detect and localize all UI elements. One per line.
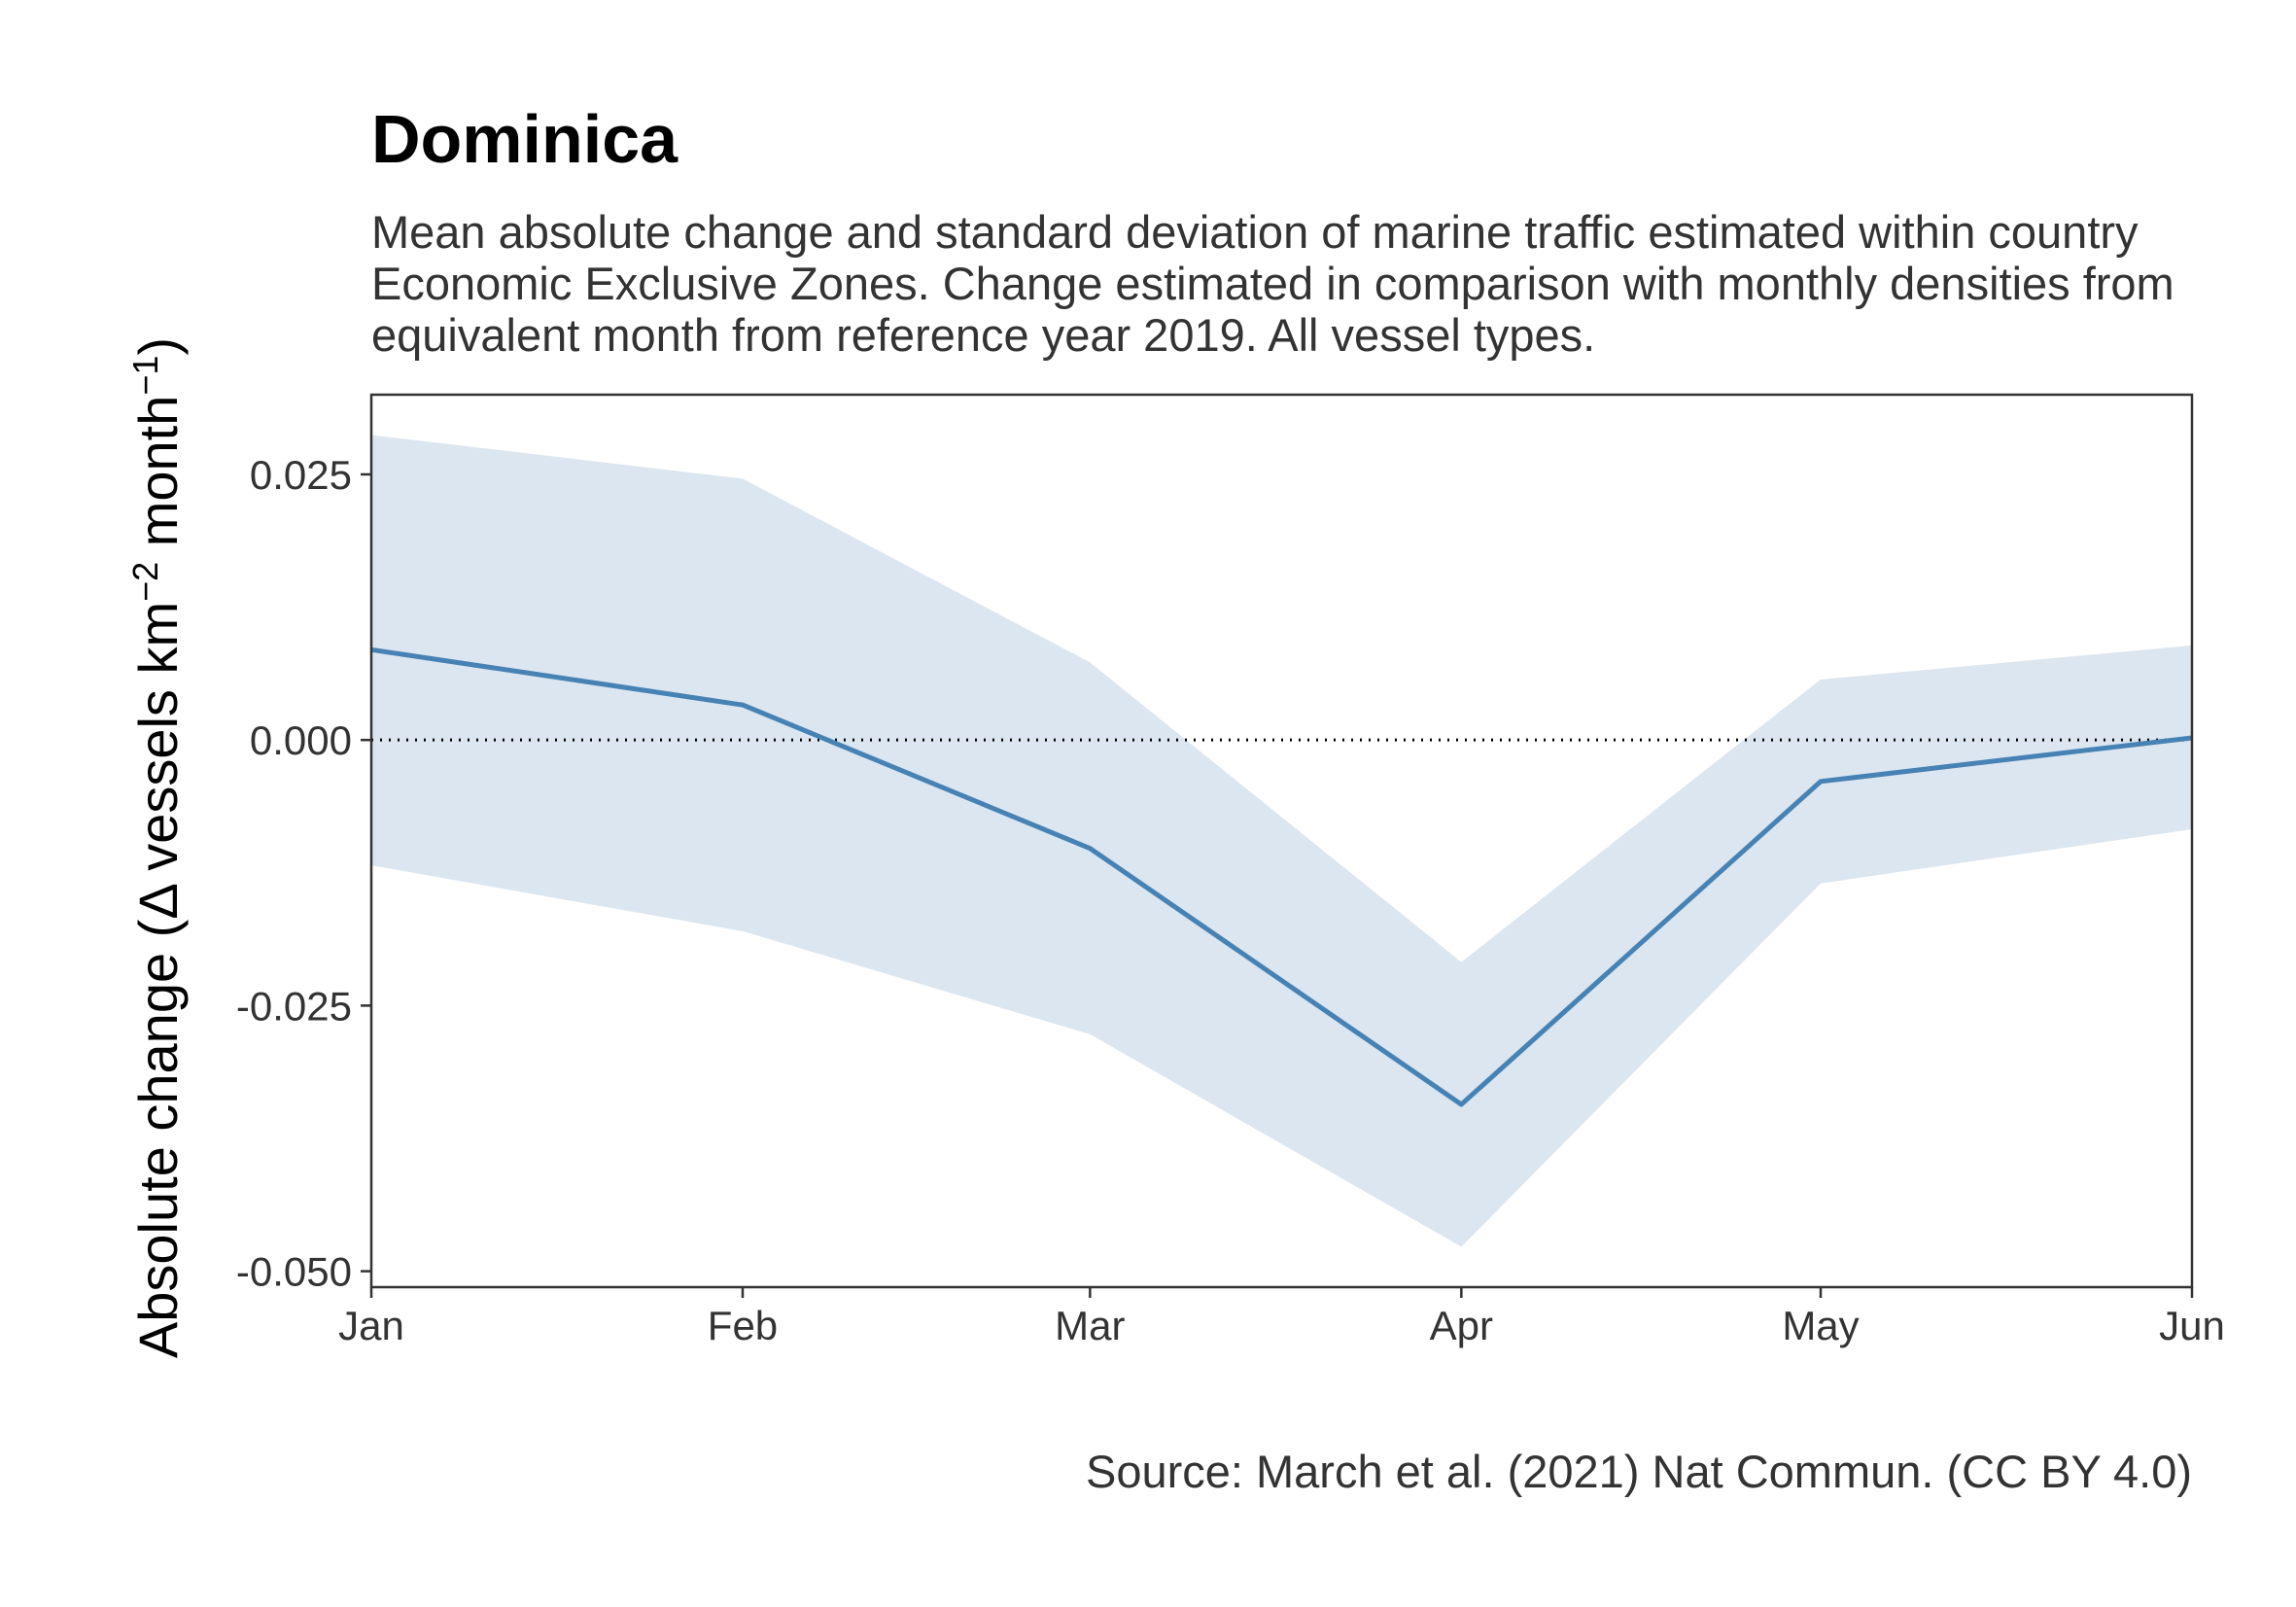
y-tick-label: 0.025 (250, 452, 352, 498)
x-tick-label: Jun (2159, 1303, 2225, 1348)
x-tick-label: Mar (1055, 1303, 1125, 1348)
y-tick-label: 0.000 (250, 717, 352, 763)
chart-caption: Source: March et al. (2021) Nat Commun. … (1085, 1446, 2192, 1497)
plot-panel-border (369, 393, 2194, 1289)
y-tick-label: -0.025 (236, 983, 352, 1029)
mean-change-line (370, 646, 2193, 1107)
x-tick-label: Apr (1430, 1303, 1493, 1348)
x-tick-label: Jan (338, 1303, 404, 1348)
x-tick-label: Feb (708, 1303, 778, 1348)
chart-title: Dominica (371, 101, 678, 177)
chart-subtitle: Mean absolute change and standard deviat… (371, 206, 2174, 361)
y-tick-label: -0.050 (236, 1249, 352, 1295)
x-tick-label: May (1782, 1303, 1859, 1348)
sd-ribbon (371, 435, 2192, 1247)
